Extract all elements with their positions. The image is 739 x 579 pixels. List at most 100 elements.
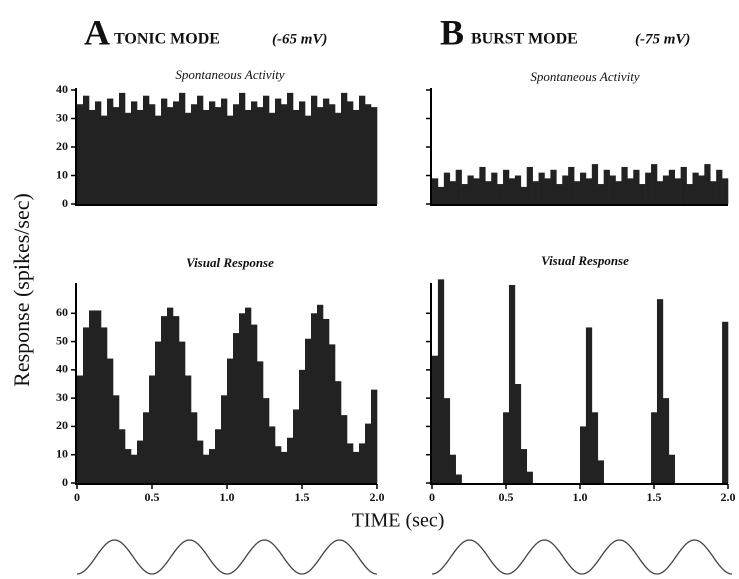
bar bbox=[173, 101, 180, 204]
bar bbox=[491, 172, 498, 204]
bar bbox=[287, 92, 294, 204]
bar bbox=[651, 412, 658, 483]
bar bbox=[609, 175, 616, 204]
bar bbox=[467, 175, 474, 204]
bar bbox=[155, 341, 162, 483]
bar bbox=[77, 375, 84, 483]
bar bbox=[251, 324, 258, 483]
bar bbox=[585, 327, 593, 483]
bar bbox=[191, 104, 198, 204]
bar bbox=[550, 169, 557, 204]
bar bbox=[263, 398, 270, 483]
bar bbox=[479, 166, 486, 204]
panel-mode: BURST MODE bbox=[471, 31, 578, 48]
bar bbox=[520, 186, 528, 204]
bar bbox=[95, 310, 102, 483]
bar bbox=[125, 112, 132, 204]
bar bbox=[77, 104, 84, 204]
bar bbox=[311, 313, 318, 483]
bar bbox=[275, 98, 282, 204]
bar bbox=[473, 178, 480, 204]
x-tick-label: 0 bbox=[429, 490, 435, 504]
bar bbox=[311, 95, 318, 204]
bar bbox=[662, 398, 670, 483]
bar bbox=[449, 454, 456, 483]
x-tick-label: 1.5 bbox=[295, 490, 310, 504]
bar bbox=[167, 107, 174, 204]
x-tick-label: 2.0 bbox=[721, 490, 736, 504]
bar bbox=[353, 451, 360, 483]
bar bbox=[443, 172, 451, 204]
bar bbox=[281, 451, 288, 483]
bar bbox=[585, 178, 593, 204]
bar bbox=[197, 440, 204, 483]
bar bbox=[209, 449, 216, 483]
bar bbox=[365, 423, 372, 483]
bar bbox=[179, 92, 186, 204]
x-tick-label: 0.5 bbox=[145, 490, 160, 504]
bar bbox=[227, 115, 234, 204]
bar bbox=[503, 169, 510, 204]
bar bbox=[627, 178, 634, 204]
bar bbox=[603, 169, 610, 204]
bar bbox=[329, 344, 336, 483]
bar bbox=[143, 95, 150, 204]
bar bbox=[245, 109, 252, 204]
bar bbox=[323, 98, 330, 204]
bar bbox=[621, 166, 628, 204]
bar bbox=[119, 92, 126, 204]
bar bbox=[668, 169, 676, 204]
chart-title: Visual Response bbox=[541, 253, 629, 268]
bar bbox=[113, 395, 120, 483]
bar bbox=[508, 285, 516, 483]
bar bbox=[455, 169, 462, 204]
bar bbox=[89, 109, 96, 204]
x-tick-label: 2.0 bbox=[370, 490, 385, 504]
bar bbox=[95, 101, 102, 204]
bar bbox=[179, 341, 186, 483]
chart-title: Spontaneous Activity bbox=[175, 67, 284, 82]
bar bbox=[287, 437, 294, 483]
bar bbox=[437, 186, 445, 204]
bar bbox=[580, 426, 587, 483]
bar bbox=[722, 178, 729, 204]
bar bbox=[485, 181, 492, 204]
bar bbox=[269, 426, 276, 483]
bar bbox=[716, 169, 723, 204]
bar bbox=[101, 115, 108, 204]
bar bbox=[615, 181, 622, 204]
stimulus-sine bbox=[76, 539, 378, 575]
bar bbox=[514, 175, 522, 204]
bar bbox=[299, 101, 306, 204]
x-tick-label: 1.0 bbox=[220, 490, 235, 504]
bar bbox=[203, 109, 210, 204]
bar bbox=[239, 313, 246, 483]
bar bbox=[568, 166, 575, 204]
bar bbox=[359, 443, 366, 483]
bar bbox=[443, 398, 451, 483]
y-tick-label: 10 bbox=[56, 446, 68, 460]
x-tick-label: 0 bbox=[74, 490, 80, 504]
panel-voltage: (-65 mV) bbox=[272, 31, 327, 47]
bar bbox=[143, 412, 150, 483]
bar bbox=[680, 166, 687, 204]
bar bbox=[704, 164, 711, 204]
bar bbox=[185, 112, 192, 204]
bar bbox=[293, 109, 300, 204]
bar bbox=[514, 384, 522, 483]
bar bbox=[185, 375, 192, 483]
bar bbox=[221, 395, 228, 483]
stimulus-sine bbox=[431, 539, 733, 575]
bar bbox=[245, 307, 252, 483]
bar bbox=[686, 184, 693, 204]
bar bbox=[305, 115, 312, 204]
bar bbox=[371, 107, 378, 204]
x-tick-label: 1.5 bbox=[647, 490, 662, 504]
bar bbox=[269, 112, 276, 204]
y-tick-label: 40 bbox=[56, 362, 68, 376]
bar bbox=[432, 178, 439, 204]
bar bbox=[538, 172, 545, 204]
bar bbox=[662, 175, 670, 204]
panel-letter: B bbox=[440, 12, 464, 52]
bar bbox=[365, 104, 372, 204]
